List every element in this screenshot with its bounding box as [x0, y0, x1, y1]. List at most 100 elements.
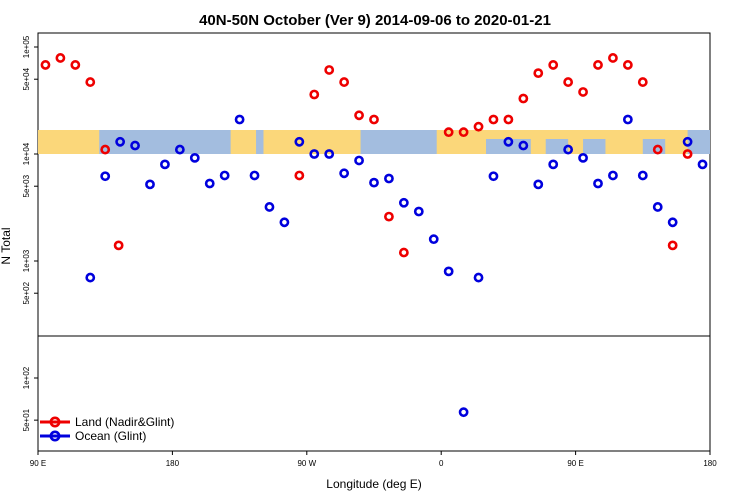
y-axis-label: N Total	[0, 227, 13, 264]
strip-land-1	[230, 130, 257, 154]
ocean-point	[264, 202, 275, 212]
ocean-point	[174, 144, 185, 155]
land-point	[458, 127, 469, 138]
ocean-point	[667, 217, 678, 228]
y-tick-label: 5e+02	[22, 281, 31, 304]
ocean-point	[160, 159, 170, 170]
land-point	[682, 149, 693, 159]
land-point	[339, 77, 350, 87]
data-marks	[40, 53, 708, 418]
ocean-point	[593, 178, 603, 189]
land-point	[533, 68, 544, 79]
land-point	[637, 77, 648, 87]
x-tick-label: 180	[703, 459, 717, 468]
land-point	[608, 53, 618, 63]
land-point	[40, 60, 51, 70]
ocean-point	[384, 173, 394, 184]
plot-frame	[37, 32, 711, 452]
x-tick-label: 90 W	[297, 459, 316, 468]
x-tick-label: 90 E	[30, 459, 46, 468]
legend-ocean-label: Ocean (Glint)	[75, 429, 146, 443]
ocean-point	[145, 179, 155, 190]
strip-sea-1	[545, 139, 569, 154]
x-tick-label: 90 E	[567, 459, 583, 468]
ocean-point	[339, 168, 350, 179]
ocean-point	[682, 136, 693, 147]
x-tick-label: 0	[439, 459, 444, 468]
ocean-point	[279, 217, 290, 228]
ocean-point	[503, 136, 514, 147]
legend-land-marker	[49, 416, 61, 428]
land-point	[503, 114, 514, 125]
ocean-point	[354, 155, 364, 166]
land-point	[384, 211, 394, 222]
land-point	[652, 144, 663, 155]
ocean-point	[219, 170, 230, 181]
land-point	[548, 60, 559, 70]
legend: Land (Nadir&Glint) Ocean (Glint)	[40, 415, 174, 443]
land-point	[113, 240, 124, 251]
land-point	[100, 144, 111, 155]
ocean-point	[249, 170, 260, 181]
land-point	[593, 60, 603, 70]
ocean-point	[563, 144, 574, 155]
land-point	[398, 247, 409, 258]
ocean-point	[369, 177, 379, 188]
land-ocean-strip	[38, 130, 710, 154]
ocean-point	[309, 149, 320, 159]
y-tick-label: 1e+04	[22, 142, 31, 165]
y-tick-label: 5e+03	[22, 174, 31, 197]
ocean-point	[398, 197, 409, 208]
land-point	[369, 114, 379, 125]
x-tick-label: 180	[166, 459, 180, 468]
ocean-point	[130, 140, 140, 151]
land-point	[354, 110, 364, 121]
y-tick-label: 5e+01	[22, 408, 31, 431]
strip-land-0	[38, 130, 100, 154]
ocean-point	[189, 152, 200, 163]
land-point	[324, 65, 335, 75]
ocean-point	[324, 149, 335, 159]
axes: 90 E 180 90 W 0 90 E 180 1e+05 5e+04 1e+04 5e+03 1…	[22, 35, 717, 468]
y-tick-label: 1e+05	[22, 35, 31, 58]
land-point	[309, 89, 320, 100]
land-point	[518, 93, 529, 104]
ocean-point	[443, 266, 454, 277]
ocean-point	[488, 171, 499, 182]
ocean-point	[473, 272, 484, 283]
ocean-point	[115, 136, 126, 147]
ocean-point	[428, 234, 439, 245]
land-point	[294, 170, 305, 181]
ocean-point	[622, 114, 633, 125]
ocean-point	[100, 171, 111, 182]
ocean-point	[458, 407, 469, 418]
land-point	[563, 77, 574, 87]
ocean-point	[637, 170, 648, 181]
ocean-point	[413, 206, 424, 217]
land-point	[578, 87, 588, 97]
land-point	[473, 121, 484, 132]
legend-ocean-marker	[49, 430, 61, 442]
y-tick-label: 5e+04	[22, 67, 31, 90]
land-point	[70, 60, 81, 70]
ocean-point	[533, 179, 544, 190]
ocean-point	[652, 202, 663, 212]
ocean-point	[548, 159, 559, 170]
land-point	[667, 240, 678, 251]
ocean-point	[234, 114, 245, 125]
strip-sea-2	[583, 139, 606, 154]
chart-title: 40N-50N October (Ver 9) 2014-09-06 to 20…	[199, 12, 551, 29]
land-point	[85, 77, 96, 87]
ocean-point	[85, 272, 96, 283]
land-point	[443, 127, 454, 138]
ocean-point	[204, 178, 215, 189]
y-tick-label: 1e+02	[22, 366, 31, 389]
land-point	[55, 53, 66, 63]
ocean-point	[578, 152, 588, 163]
y-tick-label: 1e+03	[22, 249, 31, 272]
x-axis-label: Longitude (deg E)	[326, 477, 421, 491]
ocean-point	[518, 140, 529, 151]
ocean-point	[608, 170, 618, 181]
land-point	[622, 60, 633, 70]
